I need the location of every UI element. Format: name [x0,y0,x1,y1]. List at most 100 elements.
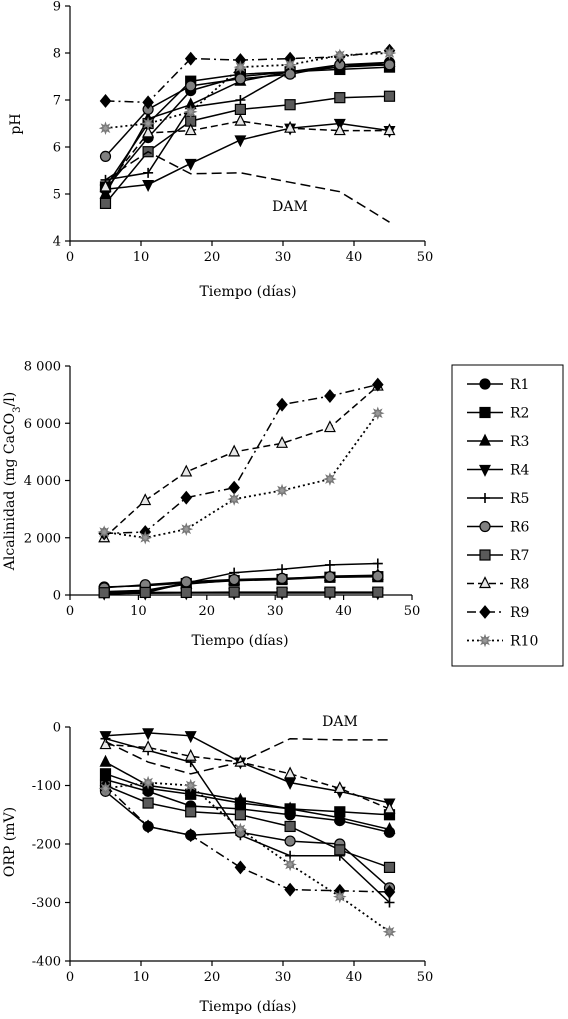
orp-point-r4 [184,731,197,744]
orp-point-r10 [141,775,155,790]
alc-point-r6 [228,573,240,586]
alc-series-r7 [98,586,384,599]
orp-point-r9 [383,885,396,899]
ph-point-r8 [383,123,396,136]
ph-point-r8 [234,113,247,126]
orp-point-r8 [142,740,155,753]
ph-point-r7 [334,92,346,104]
ph-x-tick-label: 50 [417,250,434,265]
legend-marker [479,406,491,419]
ph-point-r10 [183,104,198,119]
orp-dam-annotation: DAM [322,714,358,730]
ph-point-r7 [234,103,246,116]
ph-y-tick-label: 5 [53,188,61,203]
alc-point-r9 [372,377,384,392]
orp-y-tick-label: -400 [32,955,61,970]
orp-point-r5 [384,897,395,908]
orp-point-r10 [183,778,198,793]
legend-label: R5 [510,491,529,507]
orp-point-r3 [383,822,396,834]
alc-point-r8 [323,420,336,433]
ph-series-dam [105,150,390,223]
ph-point-r5 [235,95,246,105]
orp-x-tick-label: 20 [204,970,221,985]
orp-point-r3 [234,792,247,805]
ph-y-tick-label: 9 [53,0,61,15]
ph-point-r10 [333,48,347,63]
ph-point-r9 [184,51,197,66]
orp-y-tick-label: -300 [32,896,61,911]
orp-point-r8 [184,748,197,761]
alc-y-tick-label: 4 000 [24,474,61,489]
legend-label: R2 [510,406,529,422]
alc-point-r10 [371,406,385,421]
alc-point-r7 [324,586,336,598]
alcalinity-chart-panel: 0 10 20 30 40 50 0 2 000 4 000 6 000 8 000 [24,360,420,620]
legend-item-r6: R6 [467,520,530,536]
ph-x-tick-label: 10 [133,250,150,265]
ph-point-r8 [184,123,197,136]
ph-series-r10 [98,46,397,135]
ph-x-tick-label: 0 [66,250,74,265]
orp-point-r7 [185,806,197,818]
orp-point-r6 [284,835,296,847]
alc-point-r10 [323,472,337,486]
alc-point-r7 [372,586,384,598]
orp-y-tick-label: -200 [32,838,61,853]
ph-series-r6 [99,59,396,162]
ph-point-r6 [383,59,396,71]
ph-point-r9 [142,95,154,110]
alc-point-r7 [139,586,151,599]
legend-marker [479,378,491,390]
orp-point-r8 [284,766,297,779]
orp-x-tick-label: 40 [346,970,363,985]
legend-item-r5: R5 [467,491,529,507]
orp-point-r2 [99,768,112,780]
orp-point-r9 [184,828,197,843]
alc-point-r10 [138,530,153,545]
orp-line-dam [105,737,390,775]
ph-point-r5 [143,167,154,178]
ph-point-r7 [383,90,396,102]
orp-x-tick-label: 30 [275,970,292,985]
ph-point-r10 [233,60,248,74]
alc-point-r10 [179,522,194,536]
ph-point-r8 [284,120,297,133]
orp-y-tick-label: -100 [32,779,61,794]
alc-x-tick-label: 20 [199,604,216,619]
ph-dam-annotation: DAM [272,199,308,215]
orp-point-r4 [284,777,297,790]
ph-point-r10 [141,116,155,131]
ph-point-r9 [99,94,112,108]
alc-point-r5 [324,559,335,570]
ph-y-axis-label: pH [8,113,24,134]
alc-point-r9 [324,389,336,403]
orp-point-r10 [98,781,113,796]
alc-point-r8 [139,493,152,506]
orp-point-r10 [333,889,347,904]
legend-label: R6 [510,520,530,536]
ph-line-dam [105,150,390,223]
orp-x-tick-label: 50 [417,970,434,985]
legend-marker [479,433,491,446]
legend-item-r9: R9 [467,605,529,621]
orp-series-dam [105,737,390,775]
orp-point-r8 [333,781,346,794]
orp-point-r10 [382,924,397,939]
ph-point-r8 [142,125,155,138]
alc-point-r9 [180,490,193,505]
alc-y-axis-label: Alcalinidad (mg CaCO3/l) [2,392,23,571]
orp-x-axis-label: Tiempo (días) [199,999,296,1015]
alc-point-r7 [276,586,288,598]
orp-y-tick-label: 0 [53,721,61,736]
legend-marker [480,493,490,503]
alc-point-r9 [276,397,288,412]
alc-point-r7 [98,587,110,599]
legend-item-r1: R1 [467,377,529,393]
alc-point-r7 [228,586,240,598]
orp-point-r3 [99,754,112,767]
legend-marker [479,520,491,533]
orp-point-r7 [334,844,346,856]
orp-chart-panel: 0 10 20 30 40 50 -400 -300 -200 -100 0 [32,721,433,986]
